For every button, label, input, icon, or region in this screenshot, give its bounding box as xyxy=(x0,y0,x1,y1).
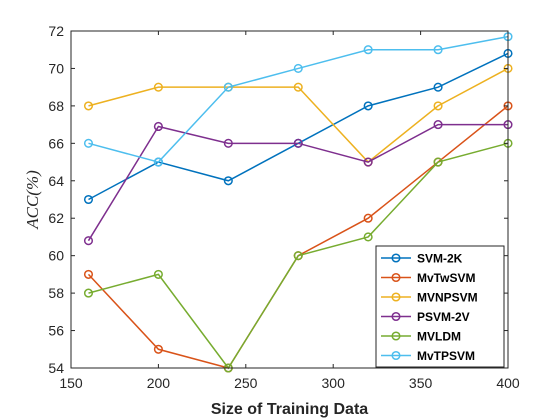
legend-label: MvTPSVM xyxy=(417,349,475,363)
y-tick-label: 66 xyxy=(48,135,64,151)
legend-box xyxy=(375,245,505,368)
data-point xyxy=(363,232,373,242)
series-mvnpsvm xyxy=(83,63,513,167)
data-point xyxy=(433,82,443,92)
data-point xyxy=(293,138,303,148)
data-point xyxy=(83,194,94,205)
legend-swatch-marker xyxy=(391,311,401,322)
y-tick-label: 68 xyxy=(48,98,64,114)
data-point xyxy=(433,157,443,167)
data-point xyxy=(223,176,233,186)
ticks-layer: 150 200 250 300 350 400 54 56 58 60 62 64 66 68 70 72 xyxy=(48,23,519,391)
data-point xyxy=(293,63,303,73)
data-point xyxy=(83,101,94,111)
y-tick-label: 56 xyxy=(48,323,64,339)
data-point xyxy=(83,138,94,148)
legend-item: MvTPSVM xyxy=(381,349,475,363)
data-point xyxy=(153,157,163,167)
data-point xyxy=(433,45,443,55)
legend-label: MVNPSVM xyxy=(417,291,478,305)
legend-label: MVLDM xyxy=(417,330,461,344)
y-tick-label: 54 xyxy=(48,360,64,376)
data-point xyxy=(363,45,373,55)
data-point xyxy=(293,251,303,261)
data-point xyxy=(223,82,233,92)
x-tick-label: 150 xyxy=(59,375,83,391)
data-point xyxy=(83,288,94,298)
x-tick-label: 250 xyxy=(234,375,258,391)
legend-swatch-marker xyxy=(391,253,401,263)
x-tick-label: 400 xyxy=(496,375,520,391)
data-point xyxy=(153,82,163,92)
data-point xyxy=(153,121,163,132)
y-tick-label: 64 xyxy=(48,173,64,189)
data-point xyxy=(153,344,163,354)
series-mvtpsvm xyxy=(83,32,513,167)
legend-item: SVM-2K xyxy=(381,252,463,266)
legend-swatch-marker xyxy=(391,350,401,361)
y-tick-label: 72 xyxy=(48,23,64,39)
legend-item: PSVM-2V xyxy=(381,310,470,324)
legend-label: SVM-2K xyxy=(417,252,463,266)
series-line xyxy=(88,52,509,201)
series-layer xyxy=(83,32,513,373)
data-point xyxy=(83,236,94,246)
y-tick-label: 58 xyxy=(48,285,64,301)
x-tick-label: 200 xyxy=(147,375,171,391)
x-tick-label: 350 xyxy=(409,375,433,391)
series-psvm-2v xyxy=(83,120,513,246)
data-point xyxy=(433,101,443,111)
legend-item: MvTwSVM xyxy=(381,271,475,285)
plot-frame xyxy=(70,30,509,369)
series-line xyxy=(88,35,509,163)
y-tick-label: 70 xyxy=(48,60,64,76)
data-point xyxy=(363,213,373,223)
data-point xyxy=(363,101,373,111)
data-point xyxy=(293,82,303,92)
legend-swatch-marker xyxy=(391,292,401,302)
legend-swatch-marker xyxy=(391,272,401,283)
data-point xyxy=(223,138,233,148)
data-point xyxy=(363,157,373,167)
x-tick-label: 300 xyxy=(322,375,346,391)
legend-item: MVLDM xyxy=(381,330,461,344)
series-line xyxy=(88,67,509,164)
series-line xyxy=(87,123,508,242)
legend-swatch-marker xyxy=(391,331,401,341)
data-point xyxy=(433,120,443,130)
x-axis-title: Size of Training Data xyxy=(211,401,368,418)
legend-label: MvTwSVM xyxy=(417,271,475,285)
legend: SVM-2K MvTwSVM MVNPSVM PSVM-2V MVLDM MvTPSVM xyxy=(375,245,505,368)
series-line xyxy=(88,142,509,370)
y-axis-title: ACC(%) xyxy=(23,170,42,230)
legend-label: PSVM-2V xyxy=(417,310,470,324)
data-point xyxy=(83,269,94,279)
legend-item: MVNPSVM xyxy=(381,291,478,305)
data-point xyxy=(153,269,163,279)
y-tick-label: 62 xyxy=(48,210,64,226)
y-tick-label: 60 xyxy=(48,248,64,264)
